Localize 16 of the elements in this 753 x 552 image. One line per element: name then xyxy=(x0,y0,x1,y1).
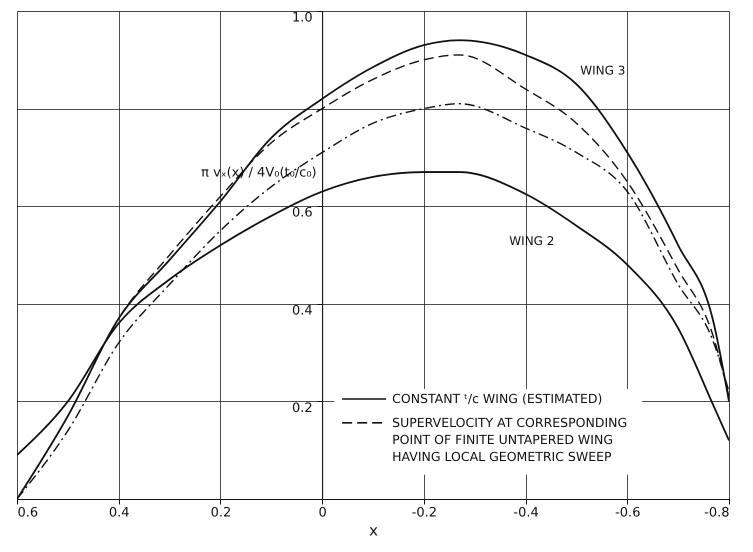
legend-label: SUPERVELOCITY AT CORRESPONDING POINT OF FINITE UNTAPERED WING HAVING LOCAL GEOMETRIC SWEEP xyxy=(392,414,628,464)
x-tick-label: -0.4 xyxy=(513,506,539,520)
x-tick-label: -0.8 xyxy=(704,506,730,520)
y-tick-label: 0.2 xyxy=(292,400,313,416)
y-tick-label: 1.0 xyxy=(292,10,313,26)
x-axis-title: x xyxy=(369,522,378,540)
x-tick-label: -0.6 xyxy=(615,506,640,520)
x-tick-label: -0.2 xyxy=(412,506,438,520)
x-tick-label: 0 xyxy=(318,506,327,520)
y-tick-label: 0.6 xyxy=(292,206,313,221)
y-tick-label: 0.4 xyxy=(292,303,313,318)
x-tick-label: 0.4 xyxy=(108,506,130,520)
x-tick-label: 0.6 xyxy=(18,506,38,520)
legend-label: CONSTANT ᵗ/c WING (ESTIMATED) xyxy=(392,391,602,406)
x-tick-label: 0.2 xyxy=(210,506,232,520)
annotation: WING 3 xyxy=(580,63,626,78)
